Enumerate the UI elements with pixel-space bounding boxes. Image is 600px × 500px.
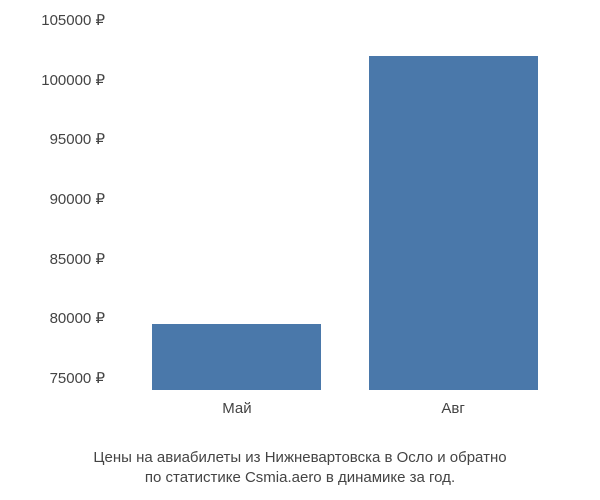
- bar: [152, 324, 321, 390]
- y-tick-label: 105000 ₽: [10, 11, 105, 29]
- x-tick-label: Май: [222, 400, 251, 417]
- chart-caption: Цены на авиабилеты из Нижневартовска в О…: [0, 448, 600, 489]
- y-tick-label: 90000 ₽: [10, 190, 105, 208]
- y-tick-label: 85000 ₽: [10, 250, 105, 268]
- caption-line-1: Цены на авиабилеты из Нижневартовска в О…: [93, 449, 506, 466]
- y-tick-label: 100000 ₽: [10, 71, 105, 89]
- x-tick-label: Авг: [441, 400, 464, 417]
- price-bar-chart: 75000 ₽ 80000 ₽ 85000 ₽ 90000 ₽ 95000 ₽ 10000…: [0, 0, 600, 500]
- y-tick-label: 95000 ₽: [10, 130, 105, 148]
- caption-line-2: по статистике Csmia.aero в динамике за г…: [145, 469, 455, 486]
- plot-area: 75000 ₽80000 ₽85000 ₽90000 ₽95000 ₽10000…: [110, 20, 580, 390]
- bar: [369, 56, 538, 390]
- y-tick-label: 80000 ₽: [10, 309, 105, 327]
- y-tick-label: 75000 ₽: [10, 369, 105, 387]
